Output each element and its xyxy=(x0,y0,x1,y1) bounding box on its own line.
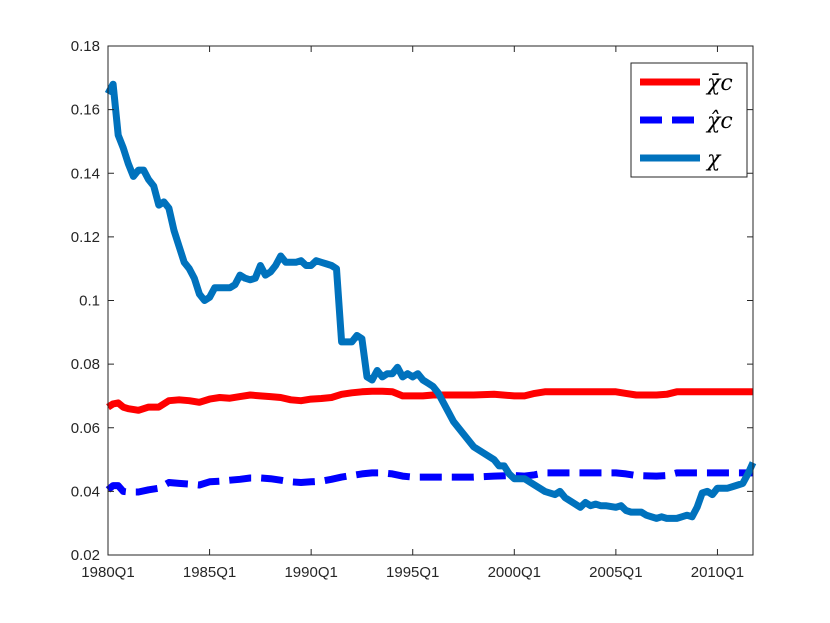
legend: χ̄c χ̂c χ xyxy=(630,62,748,178)
y-tick-label: 0.16 xyxy=(71,102,100,119)
x-tick-label: 2005Q1 xyxy=(589,564,642,581)
plot-area xyxy=(104,80,757,522)
legend-label-1: χ̄c xyxy=(705,71,733,96)
y-tick-label: 0.18 xyxy=(71,38,100,55)
y-tick-label: 0.1 xyxy=(79,293,100,310)
y-tick-label: 0.14 xyxy=(71,165,100,182)
y-tick-label: 0.02 xyxy=(71,547,100,564)
series-line-3 xyxy=(104,80,757,522)
y-tick-label: 0.04 xyxy=(71,483,100,500)
series-line-1 xyxy=(106,387,753,414)
axes: 0.02 0.04 0.06 0.08 0.1 0.12 0.14 0.16 0.18 1980Q… xyxy=(71,38,754,581)
x-tick-label: 1980Q1 xyxy=(81,564,134,581)
series-line-2 xyxy=(105,469,753,496)
x-tick-label: 2000Q1 xyxy=(488,564,541,581)
legend-label-3: χ xyxy=(705,147,722,172)
y-tick-label: 0.12 xyxy=(71,229,100,246)
x-tick-label: 1995Q1 xyxy=(386,564,439,581)
y-tick-label: 0.08 xyxy=(71,356,100,373)
x-tick-label: 2010Q1 xyxy=(691,564,744,581)
x-tick-label: 1990Q1 xyxy=(284,564,337,581)
x-tick-label: 1985Q1 xyxy=(183,564,236,581)
legend-label-2: χ̂c xyxy=(705,109,733,134)
y-tick-label: 0.06 xyxy=(71,420,100,437)
